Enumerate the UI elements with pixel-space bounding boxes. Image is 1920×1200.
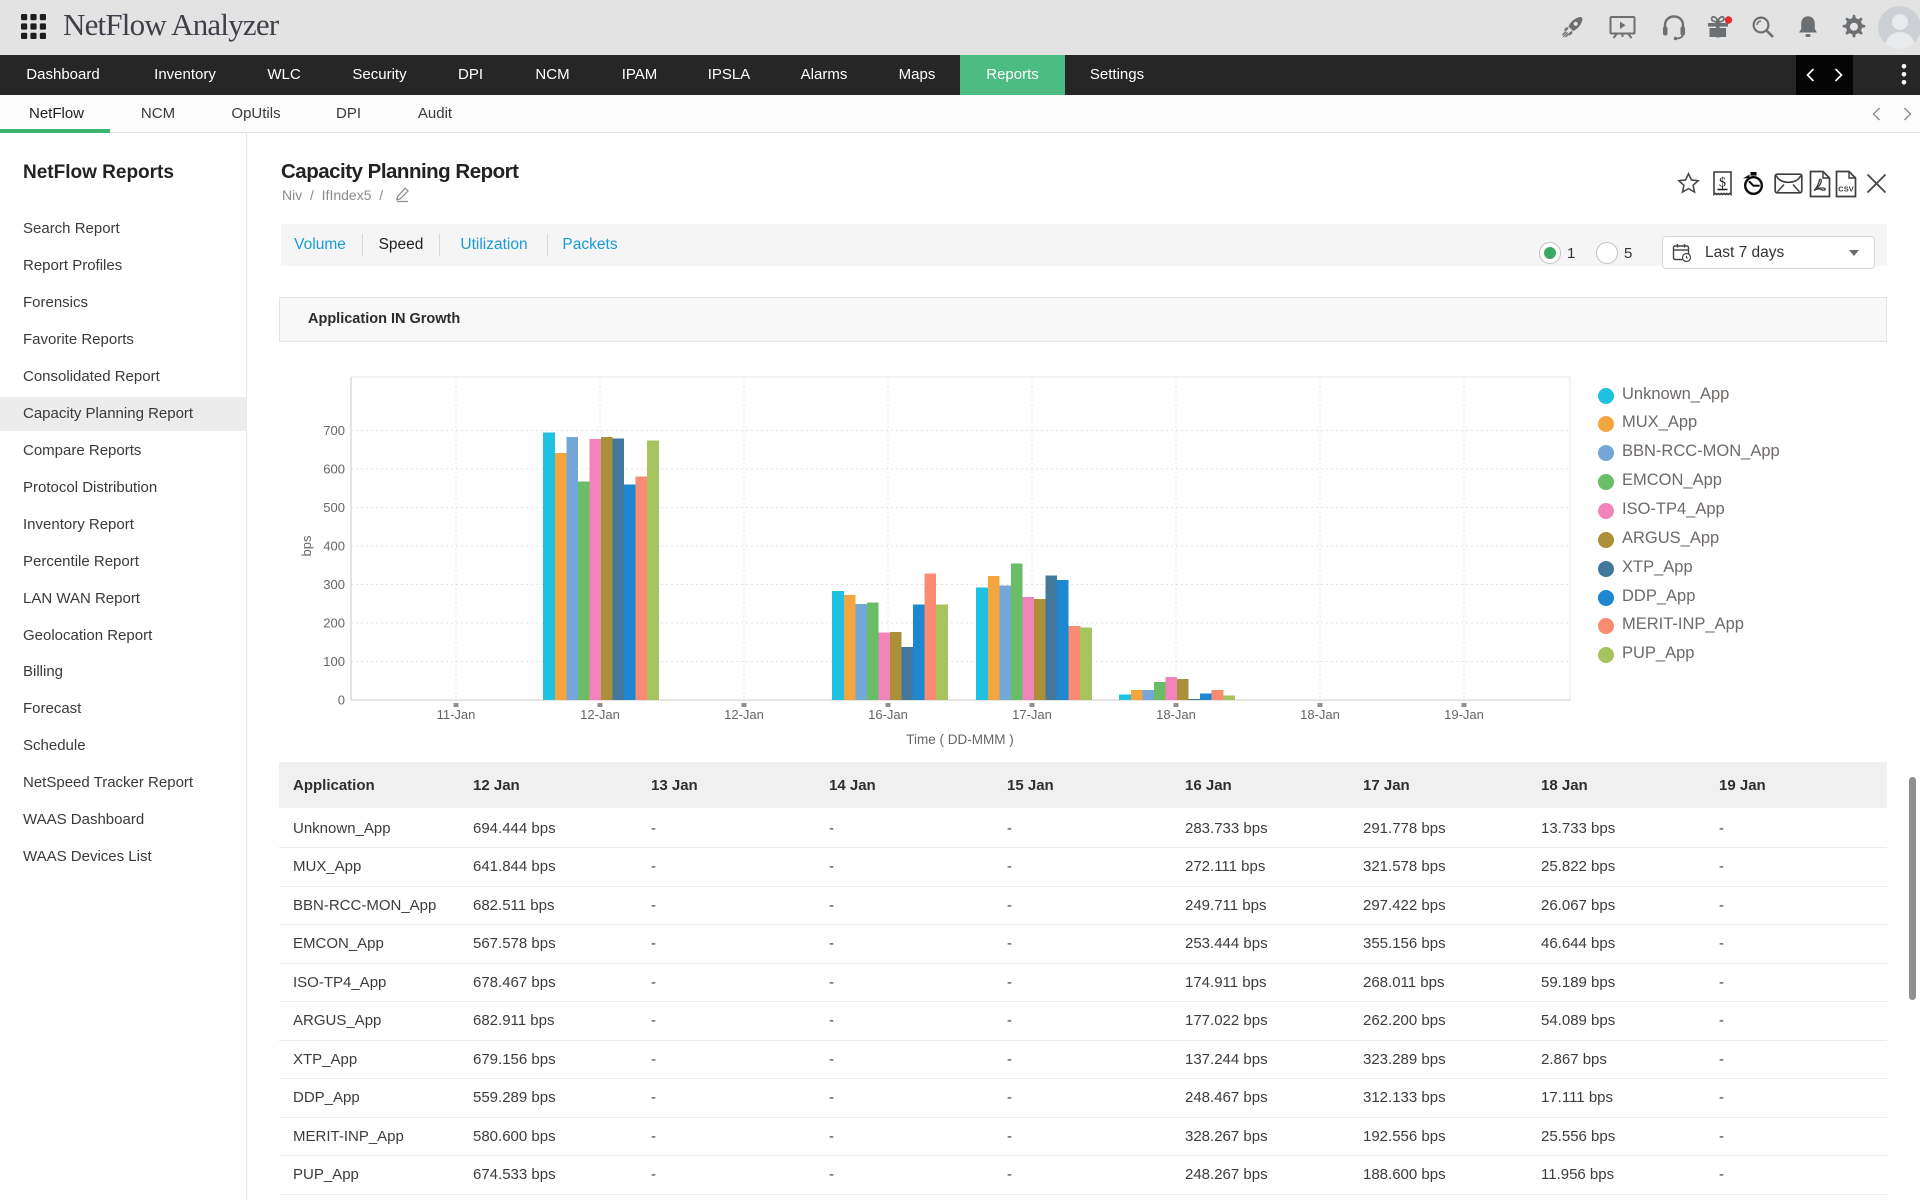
svg-text:300: 300 [323,577,345,592]
svg-text:16-Jan: 16-Jan [868,707,908,722]
svg-text:400: 400 [323,539,345,554]
svg-text:600: 600 [323,462,345,477]
svg-text:0: 0 [338,693,345,708]
svg-text:19-Jan: 19-Jan [1444,707,1484,722]
svg-text:18-Jan: 18-Jan [1300,707,1340,722]
svg-text:bps: bps [299,535,314,556]
svg-text:11-Jan: 11-Jan [437,707,476,722]
svg-text:12-Jan: 12-Jan [580,707,620,722]
svg-text:Time ( DD-MMM ): Time ( DD-MMM ) [906,732,1013,747]
svg-text:18-Jan: 18-Jan [1156,707,1196,722]
svg-text:17-Jan: 17-Jan [1012,707,1052,722]
svg-text:CSV: CSV [1838,185,1853,194]
svg-text:100: 100 [323,654,345,669]
svg-text:500: 500 [323,500,345,515]
svg-text:700: 700 [323,423,345,438]
svg-text:12-Jan: 12-Jan [724,707,764,722]
svg-text:200: 200 [323,616,345,631]
svg-text:$: $ [1719,176,1726,191]
